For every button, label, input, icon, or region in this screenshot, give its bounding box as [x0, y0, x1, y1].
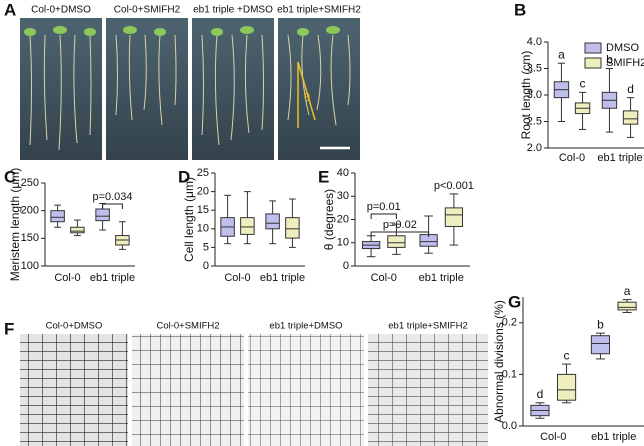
y-tick-label: 0 — [203, 260, 209, 272]
box — [285, 217, 300, 239]
y-tick-label: 20 — [197, 186, 209, 198]
p-value: p=0.034 — [92, 191, 132, 203]
box — [444, 207, 464, 227]
y-tick-label: 2.0 — [527, 142, 542, 154]
panel-label: A — [4, 0, 16, 19]
photo-label: Col-0+SMIFH2 — [114, 5, 181, 16]
group-letter: c — [580, 77, 586, 91]
p-value: p=0.01 — [367, 201, 401, 213]
group-letter: c — [564, 348, 570, 362]
panel-label: C — [4, 167, 16, 186]
legend-swatch — [584, 57, 602, 69]
y-tick-label: 200 — [21, 205, 39, 217]
y-tick-label: 150 — [21, 232, 39, 244]
box — [622, 110, 639, 125]
box — [95, 208, 110, 222]
y-tick-label: 5 — [203, 241, 209, 253]
x-tick-label: Col-0 — [559, 152, 585, 164]
x-tick-label: Col-0 — [371, 272, 397, 284]
photo-panel-f: Col-0+DMSO Col-0+SMIFH2 eb1 triple+DMSO … — [20, 321, 488, 446]
y-tick-label: 15 — [197, 204, 209, 216]
box — [387, 235, 406, 248]
x-tick-label: Col-0 — [224, 272, 250, 284]
y-tick-label: 2.5 — [527, 115, 542, 127]
y-tick-label: 40 — [337, 167, 349, 179]
box — [240, 217, 255, 235]
y-tick-label: 0.2 — [502, 317, 517, 329]
x-tick-label: Col-0 — [540, 431, 566, 443]
legend-swatch — [584, 42, 602, 54]
y-tick-label: 4.0 — [527, 36, 542, 48]
y-tick-label: 0.1 — [502, 368, 517, 380]
box — [617, 301, 637, 311]
box — [590, 335, 611, 355]
x-tick-label: eb1 triple — [591, 431, 636, 443]
box — [70, 226, 85, 234]
panel-label: D — [178, 167, 190, 186]
box — [556, 373, 577, 401]
y-tick-label: 3.5 — [527, 62, 542, 74]
photo-label: eb1 triple+SMIFH2 — [388, 321, 467, 332]
photo-label: eb1 triple +DMSO — [193, 5, 273, 16]
y-tick-label: 3.0 — [527, 89, 542, 101]
panel-label: B — [514, 0, 526, 19]
legend-label: DMSO — [606, 42, 639, 54]
y-tick-label: 30 — [337, 190, 349, 202]
y-tick-label: 100 — [21, 260, 39, 272]
group-letter: b — [597, 317, 604, 331]
box — [50, 210, 65, 223]
bracket — [370, 213, 397, 219]
y-tick-label: 10 — [337, 237, 349, 249]
legend-label: SMIFH2 — [606, 57, 644, 69]
angle-label: θ — [304, 92, 310, 104]
y-tick-label: 20 — [337, 213, 349, 225]
x-tick-label: eb1 triple — [419, 272, 464, 284]
panel-label: G — [508, 292, 521, 311]
p-value: p<0.001 — [434, 180, 474, 192]
y-tick-label: 0.0 — [502, 420, 517, 432]
group-letter: d — [537, 387, 544, 401]
y-tick-label: 250 — [21, 177, 39, 189]
photo-label: eb1 triple+SMIFH2 — [277, 5, 361, 16]
bracket — [370, 231, 430, 237]
y-tick-label: 10 — [197, 223, 209, 235]
bracket — [102, 203, 123, 209]
group-letter: a — [624, 284, 631, 298]
y-axis-label: θ (degrees) — [322, 189, 336, 250]
photo-label: eb1 triple+DMSO — [269, 321, 342, 332]
y-tick-label: 0 — [343, 260, 349, 272]
box — [265, 213, 280, 230]
x-tick-label: eb1 triple — [597, 152, 642, 164]
photo-label: Col-0+DMSO — [46, 321, 103, 332]
panel-label: E — [318, 167, 329, 186]
p-value: p=0.02 — [383, 219, 417, 231]
photo-panel-a: Col-0+DMSO Col-0+SMIFH2 eb1 triple +DMSO… — [20, 5, 361, 160]
x-tick-label: Col-0 — [54, 272, 80, 284]
group-letter: b — [606, 53, 613, 67]
x-tick-label: eb1 triple — [260, 272, 305, 284]
y-axis-label: Abnormal divisions (%) — [492, 300, 506, 423]
photo-label: Col-0+SMIFH2 — [156, 321, 219, 332]
x-tick-label: eb1 triple — [90, 272, 135, 284]
y-axis-label: Meristem length (μm) — [8, 168, 22, 282]
group-letter: a — [558, 47, 565, 61]
photo-label: Col-0+DMSO — [31, 5, 91, 16]
group-letter: d — [627, 82, 634, 96]
panel-label: F — [4, 319, 14, 338]
y-axis-label: Cell length (μm) — [182, 177, 196, 262]
y-axis-label: Root length (cm) — [519, 51, 533, 140]
y-tick-label: 25 — [197, 167, 209, 179]
